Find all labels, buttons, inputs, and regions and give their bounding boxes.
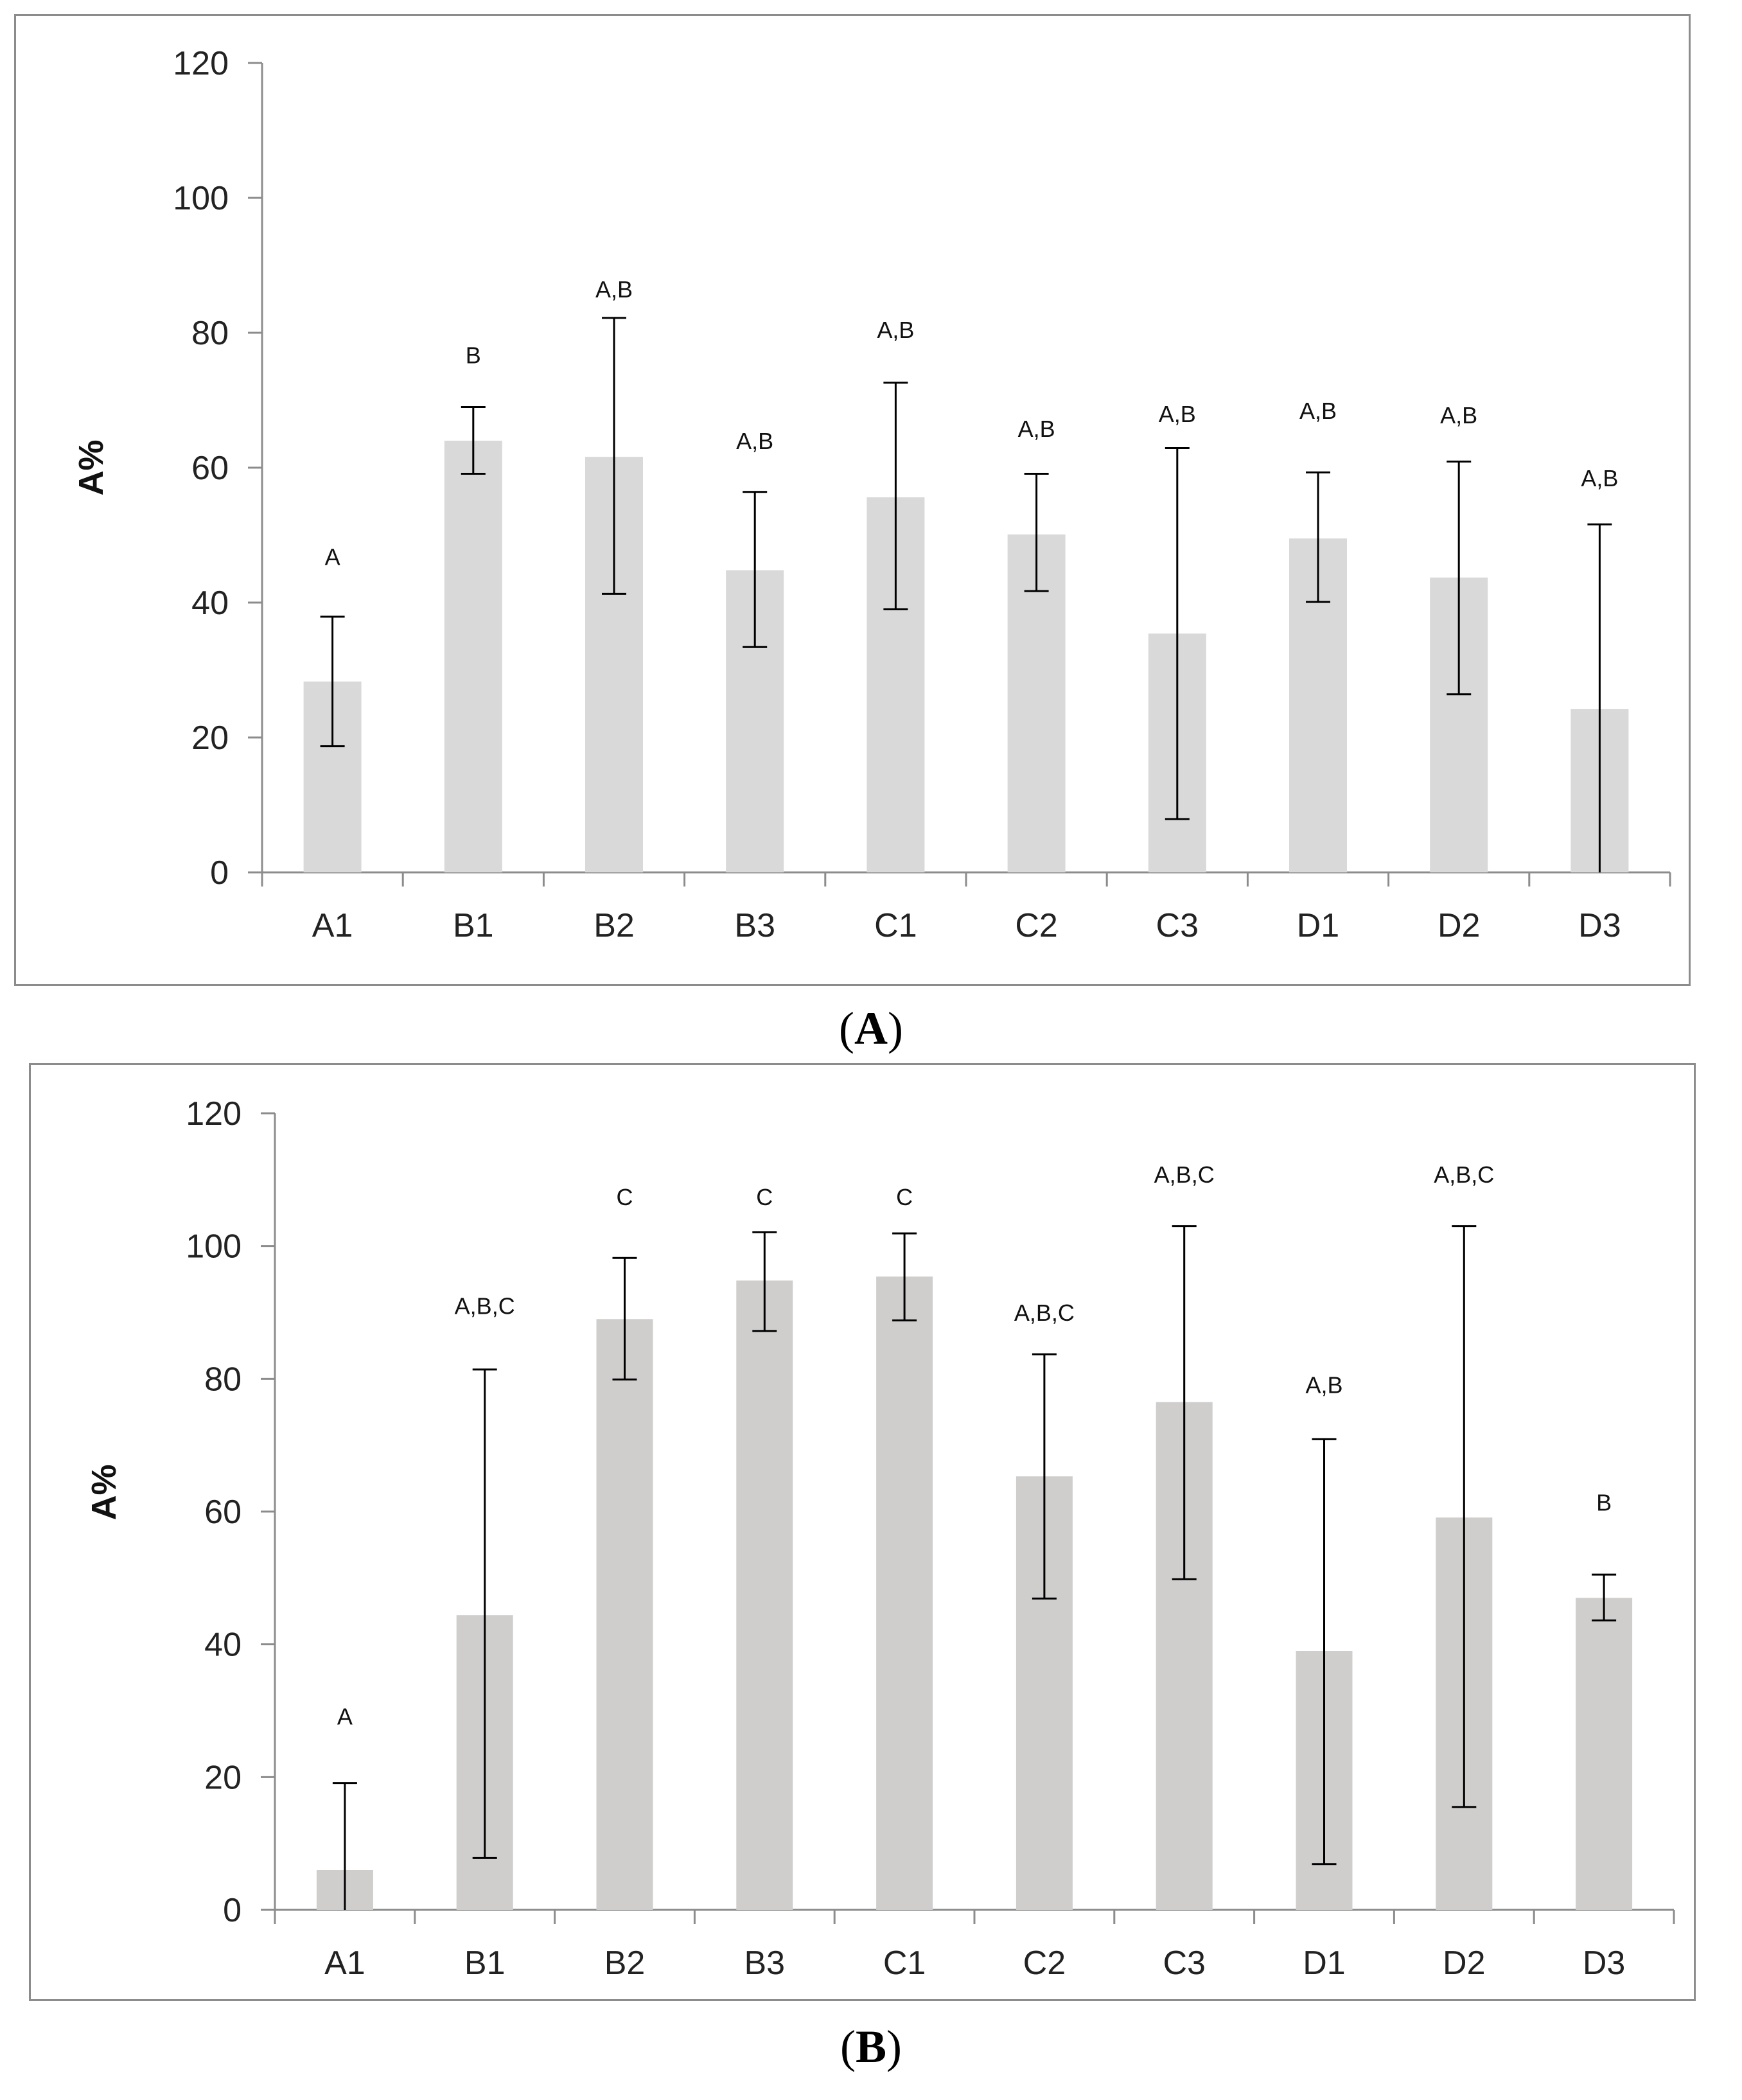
panel-b-x-tick-label-b3: B3 — [744, 1945, 785, 1982]
panel-a-frame — [14, 14, 1691, 986]
panel-b-x-tick-label-a1: A1 — [324, 1945, 365, 1982]
panel-b-x-tick-label-d2: D2 — [1443, 1945, 1485, 1982]
panel-b-significance-label-d1: A,B — [1305, 1372, 1342, 1399]
panel-b-x-tick-label-c1: C1 — [883, 1945, 926, 1982]
panel-a-x-tick-label-d3: D3 — [1578, 907, 1621, 944]
panel-a-caption-open: ( — [839, 1003, 854, 1054]
panel-a-significance-label-d1: A,B — [1299, 398, 1337, 424]
panel-a-y-axis-title: A% — [72, 439, 110, 495]
panel-a-y-tick-label: 100 — [173, 180, 229, 217]
panel-a-y-tick-label: 120 — [173, 45, 229, 82]
panel-b-significance-label-c3: A,B,C — [1154, 1161, 1215, 1188]
panel-b-bar-c1 — [876, 1276, 933, 1910]
panel-b-caption-letter: B — [855, 2021, 887, 2072]
panel-a-caption: (A) — [0, 1002, 1742, 1055]
panel-a-significance-label-b1: B — [466, 342, 481, 369]
panel-b-significance-label-b1: A,B,C — [455, 1293, 515, 1319]
panel-a-significance-label-c3: A,B — [1159, 401, 1196, 427]
panel-a-significance-label-d3: A,B — [1581, 465, 1618, 491]
panel-b-significance-label-d3: B — [1596, 1490, 1612, 1516]
panel-a-y-tick-label: 20 — [191, 719, 229, 757]
panel-a-significance-label-c1: A,B — [877, 317, 914, 343]
panel-a-y-tick-label: 60 — [191, 450, 229, 487]
panel-b-bar-b3 — [736, 1280, 793, 1910]
panel-b-y-tick-label: 100 — [186, 1228, 242, 1266]
panel-b-x-tick-label-b2: B2 — [604, 1945, 646, 1982]
panel-a-x-tick-label-b2: B2 — [594, 907, 635, 944]
panel-a-x-tick-label-c2: C2 — [1015, 907, 1057, 944]
panel-b-frame — [29, 1063, 1696, 2001]
panel-b-x-tick-label-b1: B1 — [464, 1945, 506, 1982]
panel-a-bar-b1 — [444, 441, 502, 872]
panel-a-x-tick-label-d1: D1 — [1297, 907, 1339, 944]
panel-b-significance-label-d2: A,B,C — [1434, 1161, 1494, 1188]
panel-b-y-tick-label: 80 — [204, 1361, 242, 1398]
panel-a-x-tick-label-a1: A1 — [312, 907, 353, 944]
panel-a-significance-label-b2: A,B — [595, 276, 633, 303]
panel-b-y-axis-title: A% — [85, 1464, 123, 1520]
panel-a-y-tick-label: 80 — [191, 315, 229, 352]
panel-a-x-tick-label-c3: C3 — [1156, 907, 1199, 944]
panel-a-x-tick-label-b3: B3 — [734, 907, 775, 944]
panel-a-caption-letter: A — [854, 1003, 888, 1054]
panel-a-chart: 0 20 40 60 80 100 120 A% A A1 B B1 A,B B2 A,B B3 A,B C1 A,… — [72, 45, 1671, 944]
panel-b-significance-label-b3: C — [756, 1184, 773, 1210]
panel-b-y-tick-label: 0 — [223, 1892, 242, 1929]
panel-b-caption: (B) — [0, 2020, 1742, 2074]
panel-b-significance-label-c2: A,B,C — [1014, 1300, 1075, 1326]
panel-b-bar-d3 — [1576, 1598, 1633, 1910]
panel-b-significance-label-c1: C — [896, 1184, 913, 1210]
panel-b-x-tick-label-c3: C3 — [1163, 1945, 1205, 1982]
panel-a-x-tick-label-d2: D2 — [1438, 907, 1480, 944]
panel-b-significance-label-a1: A — [337, 1703, 353, 1729]
panel-a-significance-label-a1: A — [325, 544, 340, 570]
panel-b-y-tick-label: 120 — [186, 1095, 242, 1133]
panel-b-bar-b2 — [596, 1319, 653, 1910]
panel-a-x-tick-label-c1: C1 — [874, 907, 917, 944]
panel-b-caption-open: ( — [840, 2021, 856, 2072]
panel-b-x-tick-label-c2: C2 — [1023, 1945, 1066, 1982]
panel-a-y-tick-label: 0 — [210, 854, 229, 892]
panel-b-x-tick-label-d1: D1 — [1303, 1945, 1345, 1982]
panel-a-significance-label-c2: A,B — [1018, 416, 1055, 442]
panel-a-x-tick-label-b1: B1 — [453, 907, 494, 944]
panel-a-caption-close: ) — [888, 1003, 903, 1054]
panel-b-y-tick-label: 20 — [204, 1759, 242, 1796]
panel-b-chart: 0 20 40 60 80 100 120 A% A A1 A,B,C B1 C B2 C B3 C C1 A,B,… — [85, 1095, 1675, 1982]
panel-b-x-tick-label-d3: D3 — [1583, 1945, 1625, 1982]
panel-a-significance-label-b3: A,B — [736, 428, 773, 454]
panel-a-significance-label-d2: A,B — [1440, 402, 1477, 428]
panel-b-caption-close: ) — [886, 2021, 902, 2072]
panel-a-y-tick-label: 40 — [191, 585, 229, 622]
panel-b-y-tick-label: 40 — [204, 1627, 242, 1664]
panel-b-significance-label-b2: C — [617, 1184, 633, 1210]
panel-b-y-tick-label: 60 — [204, 1494, 242, 1531]
